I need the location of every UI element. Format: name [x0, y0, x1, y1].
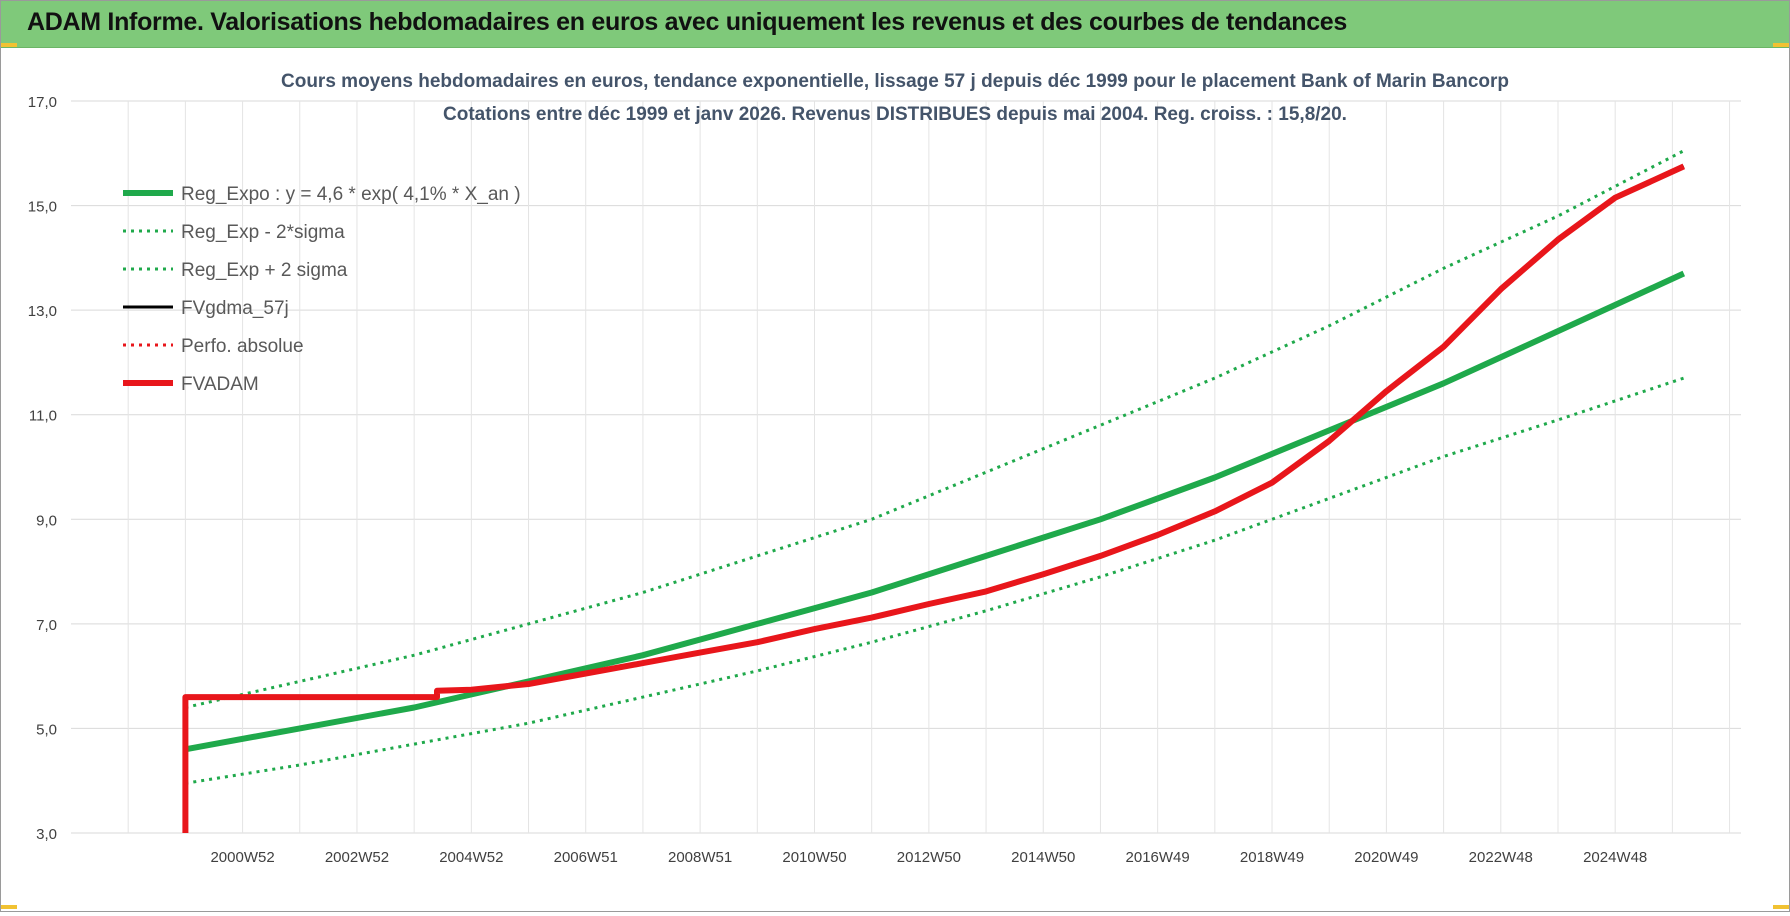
series-line: [185, 376, 1685, 785]
legend: Reg_Expo : y = 4,6 * exp( 4,1% * X_an ) R…: [123, 184, 521, 395]
corner-marker: [1773, 43, 1789, 47]
x-tick-label: 2022W48: [1469, 849, 1533, 866]
corner-marker: [1, 905, 17, 909]
legend-label: Perfo. absolue: [181, 336, 304, 357]
y-tick-label: 5,0: [36, 721, 57, 738]
axes: 3,0 5,0 7,0 9,0 11,0 13,0 15,0 17,0 2000W52 2002W…: [28, 94, 1647, 866]
x-tick-label: 2004W52: [439, 849, 503, 866]
series-layer: [182, 149, 1686, 833]
y-tick-label: 11,0: [29, 408, 57, 425]
series-line: [182, 163, 1686, 833]
x-tick-label: 2024W48: [1583, 849, 1647, 866]
corner-marker: [1773, 905, 1789, 909]
x-tick-label: 2014W50: [1011, 849, 1075, 866]
legend-label: Reg_Expo : y = 4,6 * exp( 4,1% * X_an ): [181, 184, 521, 205]
chart-title: Cours moyens hebdomadaires en euros, ten…: [281, 71, 1509, 92]
x-tick-label: 2006W51: [554, 849, 618, 866]
chart-svg: 3,0 5,0 7,0 9,0 11,0 13,0 15,0 17,0 2000W52 2002W…: [28, 71, 1741, 866]
y-tick-label: 15,0: [28, 199, 57, 216]
x-tick-label: 2008W51: [668, 849, 732, 866]
page-title: ADAM Informe. Valorisations hebdomadaire…: [27, 8, 1348, 36]
legend-label: FVgdma_57j: [181, 298, 289, 319]
x-tick-label: 2000W52: [210, 849, 274, 866]
y-tick-label: 3,0: [36, 826, 57, 843]
y-tick-label: 9,0: [36, 512, 57, 529]
legend-label: Reg_Exp - 2*sigma: [181, 222, 345, 243]
series-line: [436, 165, 1685, 693]
y-tick-label: 13,0: [28, 303, 57, 320]
x-tick-label: 2018W49: [1240, 849, 1304, 866]
header-banner: ADAM Informe. Valorisations hebdomadaire…: [1, 1, 1789, 48]
legend-label: Reg_Exp + 2 sigma: [181, 260, 348, 281]
x-tick-label: 2002W52: [325, 849, 389, 866]
x-tick-label: 2010W50: [782, 849, 846, 866]
y-tick-label: 7,0: [36, 617, 57, 634]
legend-label: FVADAM: [181, 374, 259, 395]
corner-marker: [1, 43, 17, 47]
chart-area: 3,0 5,0 7,0 9,0 11,0 13,0 15,0 17,0 2000W52 2002W…: [1, 48, 1789, 911]
series-line: [184, 270, 1686, 753]
y-tick-label: 17,0: [28, 94, 57, 111]
x-tick-label: 2012W50: [897, 849, 961, 866]
chart-subtitle: Cotations entre déc 1999 et janv 2026. R…: [443, 104, 1347, 125]
x-tick-label: 2016W49: [1126, 849, 1190, 866]
grid-lines: [71, 100, 1741, 834]
x-tick-label: 2020W49: [1354, 849, 1418, 866]
